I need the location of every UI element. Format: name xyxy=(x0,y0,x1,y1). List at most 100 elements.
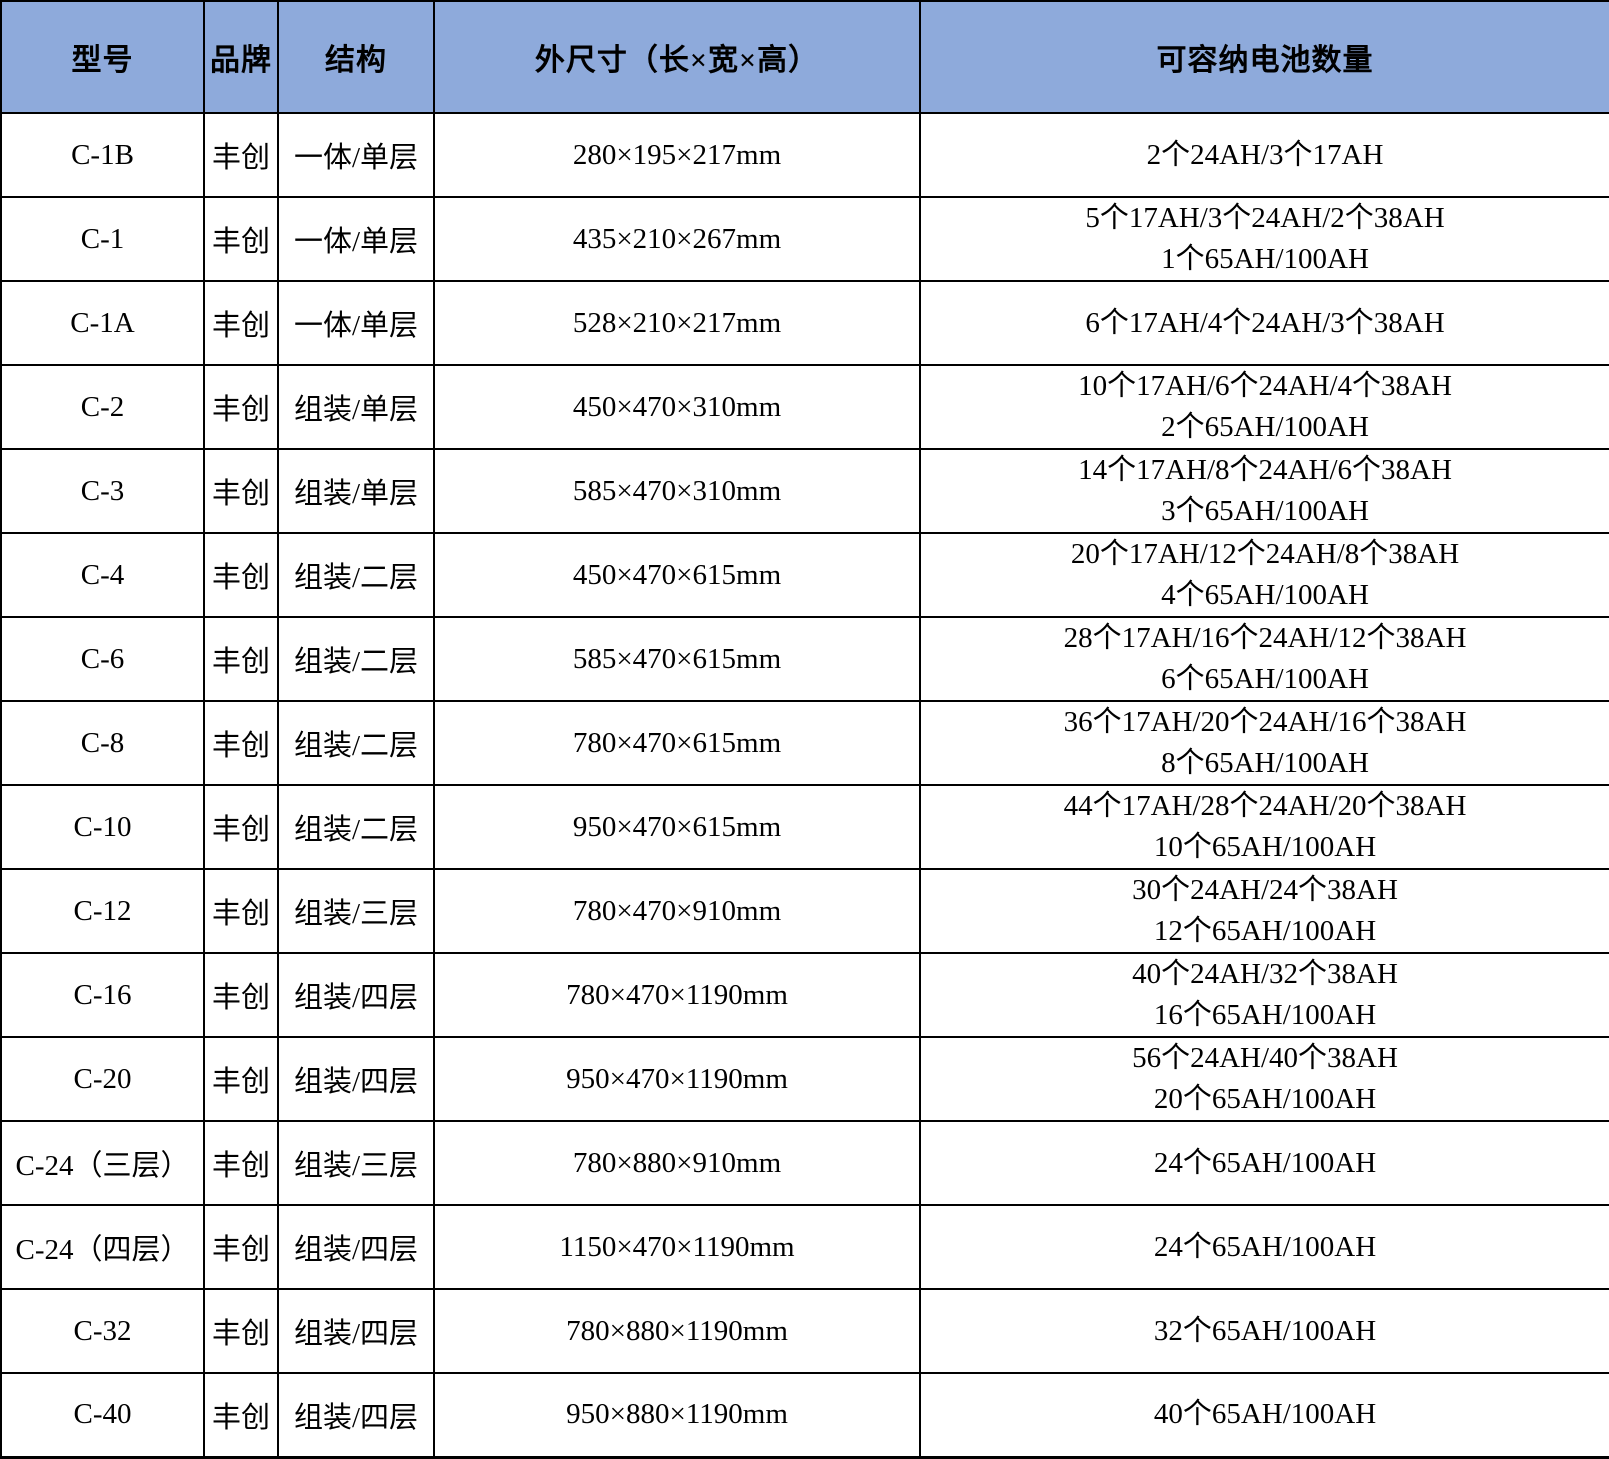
structure-cell: 组装/四层 xyxy=(277,1372,435,1458)
capacity-line: 8个65AH/100AH xyxy=(1161,747,1369,779)
table-row: C-10 丰创 组装/二层 950×470×615mm 44个17AH/28个24AH/… xyxy=(0,784,1609,870)
model-cell: C-40 xyxy=(0,1372,205,1458)
capacity-cell: 10个17AH/6个24AH/4个38AH 2个65AH/100AH xyxy=(919,364,1609,450)
brand-cell: 丰创 xyxy=(203,196,279,282)
brand-cell: 丰创 xyxy=(203,1204,279,1290)
model-cell: C-1A xyxy=(0,280,205,366)
brand-cell: 丰创 xyxy=(203,952,279,1038)
brand-cell: 丰创 xyxy=(203,1120,279,1206)
model-cell: C-1B xyxy=(0,112,205,198)
capacity-line: 2个65AH/100AH xyxy=(1161,411,1369,443)
dimensions-cell: 950×470×615mm xyxy=(433,784,921,870)
capacity-cell: 5个17AH/3个24AH/2个38AH 1个65AH/100AH xyxy=(919,196,1609,282)
header-model: 型号 xyxy=(0,0,205,114)
table-row: C-16 丰创 组装/四层 780×470×1190mm 40个24AH/32个38AH… xyxy=(0,952,1609,1038)
model-cell: C-10 xyxy=(0,784,205,870)
model-cell: C-2 xyxy=(0,364,205,450)
dimensions-cell: 950×470×1190mm xyxy=(433,1036,921,1122)
model-cell: C-24（四层） xyxy=(0,1204,205,1290)
brand-cell: 丰创 xyxy=(203,112,279,198)
capacity-cell: 6个17AH/4个24AH/3个38AH xyxy=(919,280,1609,366)
capacity-line: 12个65AH/100AH xyxy=(1153,915,1377,947)
model-cell: C-8 xyxy=(0,700,205,786)
dimensions-cell: 528×210×217mm xyxy=(433,280,921,366)
brand-cell: 丰创 xyxy=(203,532,279,618)
capacity-cell: 28个17AH/16个24AH/12个38AH 6个65AH/100AH xyxy=(919,616,1609,702)
capacity-cell: 40个24AH/32个38AH 16个65AH/100AH xyxy=(919,952,1609,1038)
structure-cell: 一体/单层 xyxy=(277,112,435,198)
dimensions-cell: 780×880×1190mm xyxy=(433,1288,921,1374)
dimensions-cell: 585×470×310mm xyxy=(433,448,921,534)
table-row: C-12 丰创 组装/三层 780×470×910mm 30个24AH/24个38AH 1… xyxy=(0,868,1609,954)
brand-cell: 丰创 xyxy=(203,280,279,366)
capacity-line: 32个65AH/100AH xyxy=(1153,1314,1377,1347)
capacity-line: 20个65AH/100AH xyxy=(1153,1083,1377,1115)
table-row: C-24（三层） 丰创 组装/三层 780×880×910mm 24个65AH/100A… xyxy=(0,1120,1609,1206)
capacity-line: 24个65AH/100AH xyxy=(1153,1230,1377,1263)
structure-cell: 组装/二层 xyxy=(277,784,435,870)
header-dimensions: 外尺寸（长×宽×高） xyxy=(433,0,921,114)
capacity-line: 28个17AH/16个24AH/12个38AH xyxy=(1063,622,1467,654)
brand-cell: 丰创 xyxy=(203,364,279,450)
dimensions-cell: 450×470×310mm xyxy=(433,364,921,450)
capacity-cell: 24个65AH/100AH xyxy=(919,1120,1609,1206)
table-header: 型号 品牌 结构 外尺寸（长×宽×高） 可容纳电池数量 xyxy=(0,0,1609,114)
model-cell: C-3 xyxy=(0,448,205,534)
capacity-line: 6个65AH/100AH xyxy=(1161,663,1369,695)
structure-cell: 组装/单层 xyxy=(277,448,435,534)
capacity-cell: 56个24AH/40个38AH 20个65AH/100AH xyxy=(919,1036,1609,1122)
model-cell: C-6 xyxy=(0,616,205,702)
dimensions-cell: 280×195×217mm xyxy=(433,112,921,198)
structure-cell: 组装/四层 xyxy=(277,1204,435,1290)
structure-cell: 一体/单层 xyxy=(277,280,435,366)
table-row: C-32 丰创 组装/四层 780×880×1190mm 32个65AH/100AH xyxy=(0,1288,1609,1374)
capacity-line: 5个17AH/3个24AH/2个38AH xyxy=(1085,202,1445,234)
dimensions-cell: 780×880×910mm xyxy=(433,1120,921,1206)
brand-cell: 丰创 xyxy=(203,868,279,954)
capacity-line: 44个17AH/28个24AH/20个38AH xyxy=(1063,790,1467,822)
table-row: C-1B 丰创 一体/单层 280×195×217mm 2个24AH/3个17AH xyxy=(0,112,1609,198)
table-row: C-2 丰创 组装/单层 450×470×310mm 10个17AH/6个24AH/4个… xyxy=(0,364,1609,450)
capacity-line: 4个65AH/100AH xyxy=(1161,579,1369,611)
capacity-line: 10个65AH/100AH xyxy=(1153,831,1377,863)
brand-cell: 丰创 xyxy=(203,1036,279,1122)
table-row: C-20 丰创 组装/四层 950×470×1190mm 56个24AH/40个38AH… xyxy=(0,1036,1609,1122)
dimensions-cell: 780×470×910mm xyxy=(433,868,921,954)
capacity-line: 3个65AH/100AH xyxy=(1161,495,1369,527)
table-row: C-1 丰创 一体/单层 435×210×267mm 5个17AH/3个24AH/2个3… xyxy=(0,196,1609,282)
capacity-line: 40个65AH/100AH xyxy=(1153,1398,1377,1431)
model-cell: C-24（三层） xyxy=(0,1120,205,1206)
capacity-line: 16个65AH/100AH xyxy=(1153,999,1377,1031)
structure-cell: 组装/四层 xyxy=(277,1036,435,1122)
table-row: C-1A 丰创 一体/单层 528×210×217mm 6个17AH/4个24AH/3个… xyxy=(0,280,1609,366)
brand-cell: 丰创 xyxy=(203,616,279,702)
model-cell: C-1 xyxy=(0,196,205,282)
structure-cell: 组装/四层 xyxy=(277,1288,435,1374)
dimensions-cell: 780×470×615mm xyxy=(433,700,921,786)
capacity-line: 24个65AH/100AH xyxy=(1153,1146,1377,1179)
header-structure: 结构 xyxy=(277,0,435,114)
dimensions-cell: 450×470×615mm xyxy=(433,532,921,618)
capacity-line: 2个24AH/3个17AH xyxy=(1146,138,1384,171)
capacity-cell: 32个65AH/100AH xyxy=(919,1288,1609,1374)
capacity-cell: 24个65AH/100AH xyxy=(919,1204,1609,1290)
dimensions-cell: 950×880×1190mm xyxy=(433,1372,921,1458)
capacity-cell: 20个17AH/12个24AH/8个38AH 4个65AH/100AH xyxy=(919,532,1609,618)
structure-cell: 组装/四层 xyxy=(277,952,435,1038)
brand-cell: 丰创 xyxy=(203,448,279,534)
capacity-line: 30个24AH/24个38AH xyxy=(1132,874,1398,906)
dimensions-cell: 585×470×615mm xyxy=(433,616,921,702)
capacity-cell: 30个24AH/24个38AH 12个65AH/100AH xyxy=(919,868,1609,954)
dimensions-cell: 780×470×1190mm xyxy=(433,952,921,1038)
capacity-line: 40个24AH/32个38AH xyxy=(1132,958,1398,990)
table-row: C-40 丰创 组装/四层 950×880×1190mm 40个65AH/100AH xyxy=(0,1372,1609,1458)
capacity-cell: 40个65AH/100AH xyxy=(919,1372,1609,1458)
capacity-line: 56个24AH/40个38AH xyxy=(1132,1042,1398,1074)
capacity-line: 36个17AH/20个24AH/16个38AH xyxy=(1063,706,1467,738)
capacity-line: 6个17AH/4个24AH/3个38AH xyxy=(1085,306,1445,339)
table-row: C-6 丰创 组装/二层 585×470×615mm 28个17AH/16个24AH/1… xyxy=(0,616,1609,702)
capacity-cell: 14个17AH/8个24AH/6个38AH 3个65AH/100AH xyxy=(919,448,1609,534)
table-row: C-24（四层） 丰创 组装/四层 1150×470×1190mm 24个65AH/10… xyxy=(0,1204,1609,1290)
model-cell: C-16 xyxy=(0,952,205,1038)
